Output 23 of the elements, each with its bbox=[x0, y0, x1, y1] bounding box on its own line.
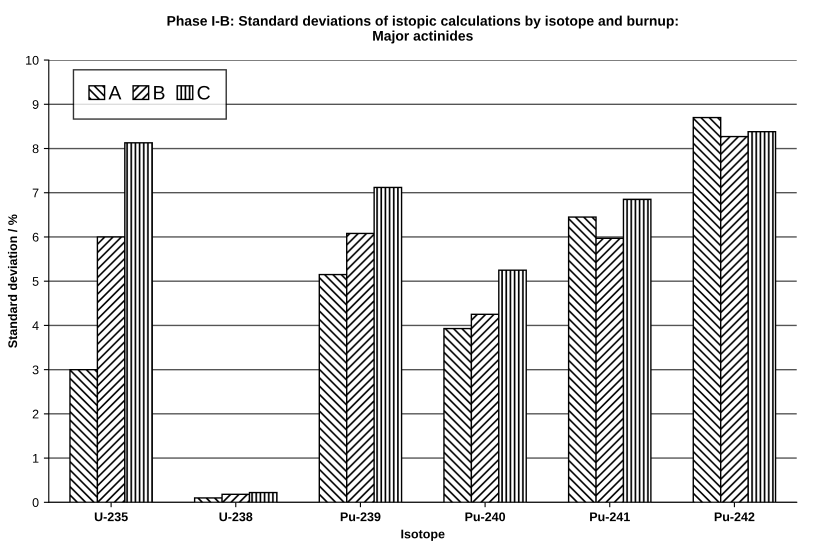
x-tick-label: Pu-241 bbox=[590, 512, 630, 522]
x-tick-label: U-235 bbox=[94, 512, 128, 522]
y-tick-label: 2 bbox=[32, 410, 38, 418]
y-tick-label: 7 bbox=[32, 188, 38, 198]
x-tick-label: Pu-240 bbox=[465, 512, 506, 522]
y-tick-label: 3 bbox=[32, 365, 39, 374]
y-tick-label: 8 bbox=[32, 144, 39, 154]
y-tick-label: 4 bbox=[32, 321, 39, 330]
legend-label: A bbox=[108, 86, 122, 100]
y-tick-label: 6 bbox=[32, 232, 39, 242]
x-tick-label: Pu-239 bbox=[340, 512, 380, 522]
x-axis-title: Isotope bbox=[401, 530, 445, 541]
y-tick-label: 0 bbox=[32, 498, 39, 507]
y-tick-label: 1 bbox=[33, 454, 38, 463]
y-axis-title: Standard deviation / % bbox=[8, 214, 18, 348]
y-tick-label: 9 bbox=[32, 100, 38, 109]
chart-title: Phase I-B: Standard deviations of istopic calculations by isotope and burnup: Major actinides bbox=[168, 16, 678, 44]
legend-label: B bbox=[154, 86, 164, 100]
legend-label: C bbox=[198, 86, 210, 100]
y-tick-label: 10 bbox=[26, 56, 39, 65]
y-tick-label: 5 bbox=[32, 277, 39, 286]
x-tick-label: U-238 bbox=[220, 512, 252, 522]
x-tick-label: Pu-242 bbox=[714, 512, 754, 522]
